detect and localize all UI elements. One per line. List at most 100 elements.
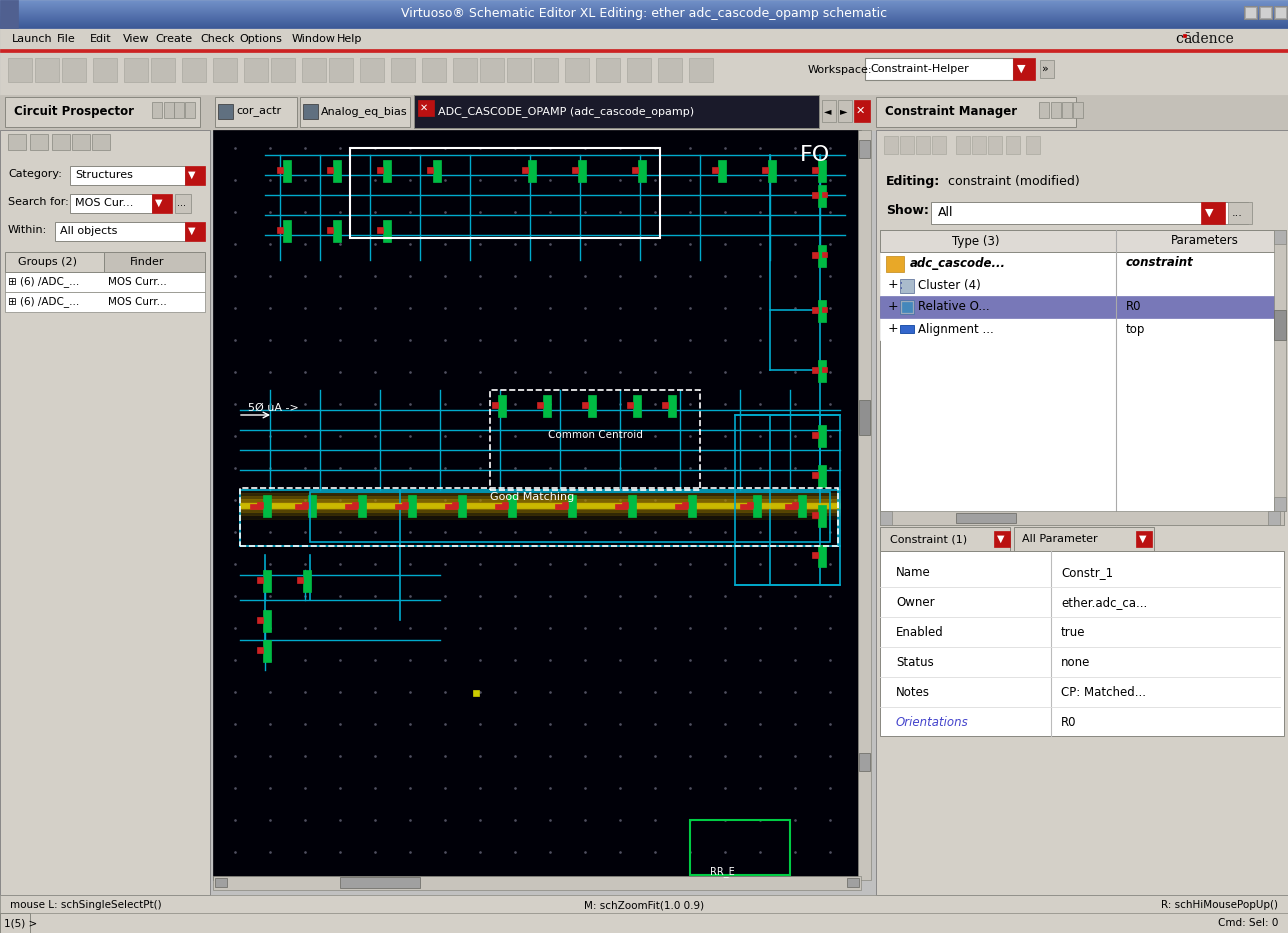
Text: 1(5) >: 1(5) > (4, 918, 37, 928)
Text: cor_actr: cor_actr (236, 106, 281, 118)
Bar (822, 100, 836, 122)
Text: R0: R0 (1061, 717, 1077, 730)
Bar (301, 502, 308, 508)
Text: Common Centroid: Common Centroid (547, 430, 643, 440)
Text: adc_cascode...: adc_cascode... (911, 257, 1006, 270)
Bar (0, 28, 1288, 50)
Bar (243, 58, 268, 82)
Bar (1027, 136, 1039, 154)
Text: none: none (1061, 657, 1091, 670)
Text: ⊞ (6) /ADC_...: ⊞ (6) /ADC_... (8, 297, 80, 308)
Text: R: schHiMousePopUp(): R: schHiMousePopUp() (1160, 900, 1278, 910)
Bar (215, 97, 298, 127)
Bar (1274, 230, 1285, 511)
Bar (303, 104, 318, 119)
Text: Groups (2): Groups (2) (18, 257, 77, 267)
Bar (277, 167, 283, 173)
Bar (377, 167, 383, 173)
Bar (900, 136, 914, 154)
Text: Edit: Edit (90, 34, 112, 44)
Bar (522, 167, 528, 173)
Bar (811, 432, 818, 438)
Bar (568, 495, 576, 517)
Text: Notes: Notes (896, 687, 930, 700)
Text: ✕: ✕ (857, 106, 866, 116)
Text: ADC_CASCODE_OPAMP (adc_cascode_opamp): ADC_CASCODE_OPAMP (adc_cascode_opamp) (438, 106, 694, 118)
Bar (811, 192, 818, 198)
Bar (70, 194, 152, 213)
Bar (0, 1, 1288, 2)
Text: Cluster (4): Cluster (4) (918, 278, 980, 291)
Bar (1063, 102, 1072, 118)
Text: true: true (1061, 626, 1086, 639)
Text: Type (3): Type (3) (952, 234, 999, 247)
Bar (1274, 497, 1285, 511)
Text: All: All (938, 206, 953, 219)
Bar (0, 16, 1288, 17)
Bar (328, 58, 353, 82)
Bar (0, 22, 1288, 23)
Bar (1136, 531, 1151, 547)
Bar (688, 495, 696, 517)
Bar (300, 97, 410, 127)
Bar (91, 134, 109, 150)
Bar (0, 20, 1288, 21)
Text: Good Matching: Good Matching (489, 492, 574, 502)
Bar (822, 252, 827, 257)
Bar (452, 502, 459, 508)
Text: Status: Status (896, 657, 934, 670)
Bar (1275, 7, 1285, 18)
Bar (858, 130, 871, 880)
Text: Owner: Owner (896, 596, 935, 609)
Bar (880, 230, 1284, 525)
Bar (413, 95, 819, 128)
Text: Cmd: Sel: 0: Cmd: Sel: 0 (1217, 918, 1278, 928)
Bar (0, 95, 1288, 130)
Bar (1274, 230, 1285, 244)
Bar (712, 167, 717, 173)
Bar (0, 18, 1288, 19)
Bar (1039, 102, 1048, 118)
Bar (811, 512, 818, 518)
Text: constraint: constraint (1126, 257, 1194, 270)
Text: MOS Cur...: MOS Cur... (75, 198, 134, 208)
Bar (1274, 310, 1285, 340)
Text: Editing:: Editing: (886, 175, 940, 188)
Bar (0, 7, 1288, 8)
Bar (0, 17, 1288, 18)
Text: ▼: ▼ (1018, 64, 1025, 74)
Bar (0, 130, 210, 895)
Bar (258, 617, 263, 623)
Bar (72, 134, 90, 150)
Bar (818, 505, 826, 527)
Bar (848, 878, 859, 887)
Bar (283, 160, 291, 182)
Bar (263, 570, 270, 592)
Bar (104, 252, 205, 272)
Bar (498, 395, 506, 417)
Bar (741, 504, 752, 509)
Bar (933, 136, 945, 154)
Bar (444, 504, 457, 509)
Bar (175, 194, 191, 213)
Bar (213, 876, 860, 890)
Bar (818, 160, 826, 182)
Bar (0, 26, 1288, 27)
Bar (185, 102, 194, 118)
Text: constraint (modified): constraint (modified) (944, 175, 1079, 188)
Bar (422, 58, 446, 82)
Text: ▼: ▼ (1139, 534, 1146, 544)
Bar (578, 160, 586, 182)
Bar (1227, 202, 1252, 224)
Text: Constr_1: Constr_1 (1061, 566, 1113, 579)
Bar (70, 166, 185, 185)
Text: Structures: Structures (75, 170, 133, 180)
Bar (683, 502, 688, 508)
Bar (662, 402, 668, 408)
Bar (240, 503, 840, 508)
Bar (900, 300, 914, 314)
Bar (402, 502, 408, 508)
Bar (880, 318, 1284, 340)
Bar (345, 504, 357, 509)
Bar (747, 502, 753, 508)
